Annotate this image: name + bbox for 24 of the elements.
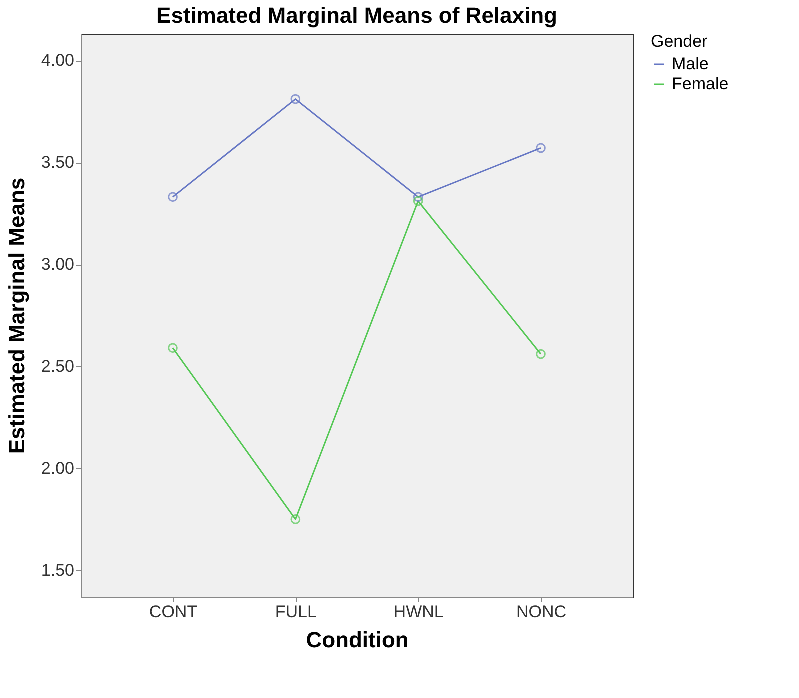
point: [290, 94, 301, 104]
point: [168, 192, 178, 202]
legend-label: Female: [672, 74, 729, 94]
point: [413, 196, 424, 206]
x-tick-label: FULL: [275, 602, 317, 622]
x-tick-label: HWNL: [394, 602, 444, 622]
y-tick-label: 2.50: [41, 356, 74, 376]
y-tick-label: 3.00: [41, 255, 74, 274]
chart-title: Estimated Marginal Means of Relaxing: [156, 3, 558, 28]
y-tick-label: 4.00: [41, 51, 74, 70]
legend-title: Gender: [651, 32, 708, 51]
legend-label: Male: [672, 54, 709, 74]
y-tick-label: 3.50: [41, 153, 74, 172]
point: [168, 343, 178, 354]
x-tick-label: CONT: [149, 602, 198, 622]
y-axis-title: Estimated Marginal Means: [4, 178, 30, 454]
y-tick-label: 2.00: [41, 458, 74, 478]
point: [536, 143, 546, 154]
y-tick-label: 1.50: [41, 560, 74, 580]
x-tick-label: NONC: [516, 602, 567, 622]
point: [290, 514, 301, 524]
x-axis-title: Condition: [306, 628, 409, 652]
point: [413, 192, 424, 202]
point: [536, 349, 546, 360]
